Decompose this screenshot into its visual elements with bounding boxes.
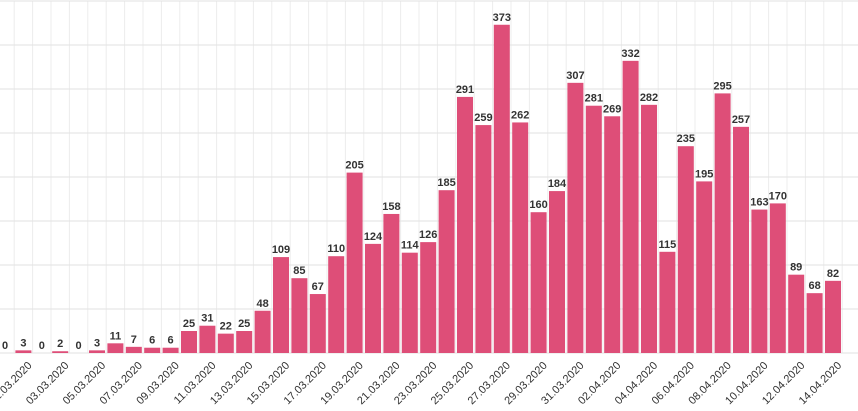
bar — [365, 243, 381, 353]
data-label: 11 — [110, 330, 122, 342]
bar — [788, 274, 805, 353]
bar — [52, 351, 69, 353]
bar — [162, 347, 179, 353]
bar — [622, 60, 639, 354]
bar — [328, 256, 345, 353]
data-label: 307 — [566, 70, 584, 82]
data-label: 115 — [659, 239, 677, 251]
bar — [751, 209, 768, 353]
data-label: 332 — [621, 48, 639, 60]
bar — [15, 350, 32, 353]
data-label: 170 — [769, 190, 787, 202]
data-label: 110 — [327, 243, 345, 255]
data-label: 269 — [603, 103, 621, 115]
bar — [769, 203, 786, 353]
data-label: 25 — [183, 318, 195, 330]
bar — [825, 280, 841, 353]
bar — [493, 24, 510, 353]
data-label: 184 — [548, 178, 567, 190]
bar — [420, 242, 437, 353]
data-label: 89 — [790, 262, 802, 274]
bar — [144, 347, 161, 353]
bar — [125, 346, 142, 353]
bar — [309, 294, 326, 353]
data-label: 68 — [808, 280, 820, 292]
data-label: 291 — [456, 84, 474, 96]
data-label: 82 — [827, 268, 839, 280]
data-label: 235 — [677, 133, 695, 145]
data-label: 262 — [511, 109, 529, 121]
data-label: 6 — [149, 335, 155, 347]
bar — [254, 310, 271, 353]
data-label: 295 — [713, 80, 731, 92]
data-label: 7 — [131, 334, 137, 346]
data-label: 22 — [220, 321, 232, 333]
bar — [89, 350, 105, 353]
data-label: 2 — [57, 338, 63, 350]
bar — [273, 257, 289, 353]
bar — [107, 343, 124, 353]
bar — [383, 213, 400, 353]
data-label: 373 — [493, 12, 511, 24]
data-label: 6 — [168, 335, 174, 347]
data-label: 31 — [201, 313, 213, 325]
bar — [217, 333, 234, 353]
data-label: 126 — [419, 229, 437, 241]
data-label: 0 — [2, 340, 8, 352]
data-label: 0 — [76, 340, 82, 352]
data-label: 160 — [529, 199, 547, 211]
bar — [512, 122, 529, 353]
data-label: 205 — [345, 160, 363, 172]
bar — [457, 96, 473, 354]
data-label: 0 — [39, 340, 45, 352]
bar — [475, 125, 492, 353]
bar — [199, 325, 216, 353]
data-label: 114 — [401, 240, 420, 252]
data-label: 124 — [364, 231, 383, 243]
data-label: 109 — [272, 244, 290, 256]
bar — [696, 181, 713, 353]
bar — [714, 93, 731, 354]
data-label: 3 — [20, 337, 26, 349]
data-label: 85 — [293, 265, 305, 277]
bar — [181, 331, 197, 353]
bar — [346, 172, 363, 353]
bar — [604, 116, 621, 353]
bar — [733, 126, 749, 353]
bar — [236, 331, 253, 353]
bar — [641, 104, 657, 353]
bar — [677, 146, 694, 353]
data-label: 67 — [312, 281, 324, 293]
data-label: 195 — [695, 168, 713, 180]
data-label: 48 — [256, 298, 268, 310]
bar — [530, 212, 547, 353]
data-label: 185 — [437, 177, 455, 189]
bar — [291, 278, 308, 353]
data-label: 158 — [382, 201, 400, 213]
data-label: 3 — [94, 337, 100, 349]
bar — [659, 251, 676, 353]
data-label: 259 — [474, 112, 492, 124]
bar — [567, 82, 584, 353]
bar — [401, 252, 418, 353]
bar — [438, 190, 455, 353]
data-label: 282 — [640, 92, 658, 104]
data-label: 257 — [732, 114, 750, 126]
data-label: 163 — [750, 197, 768, 209]
bar — [549, 191, 565, 353]
bar — [585, 105, 602, 353]
data-label: 281 — [585, 93, 603, 105]
bar — [806, 293, 823, 353]
data-label: 25 — [238, 318, 250, 330]
